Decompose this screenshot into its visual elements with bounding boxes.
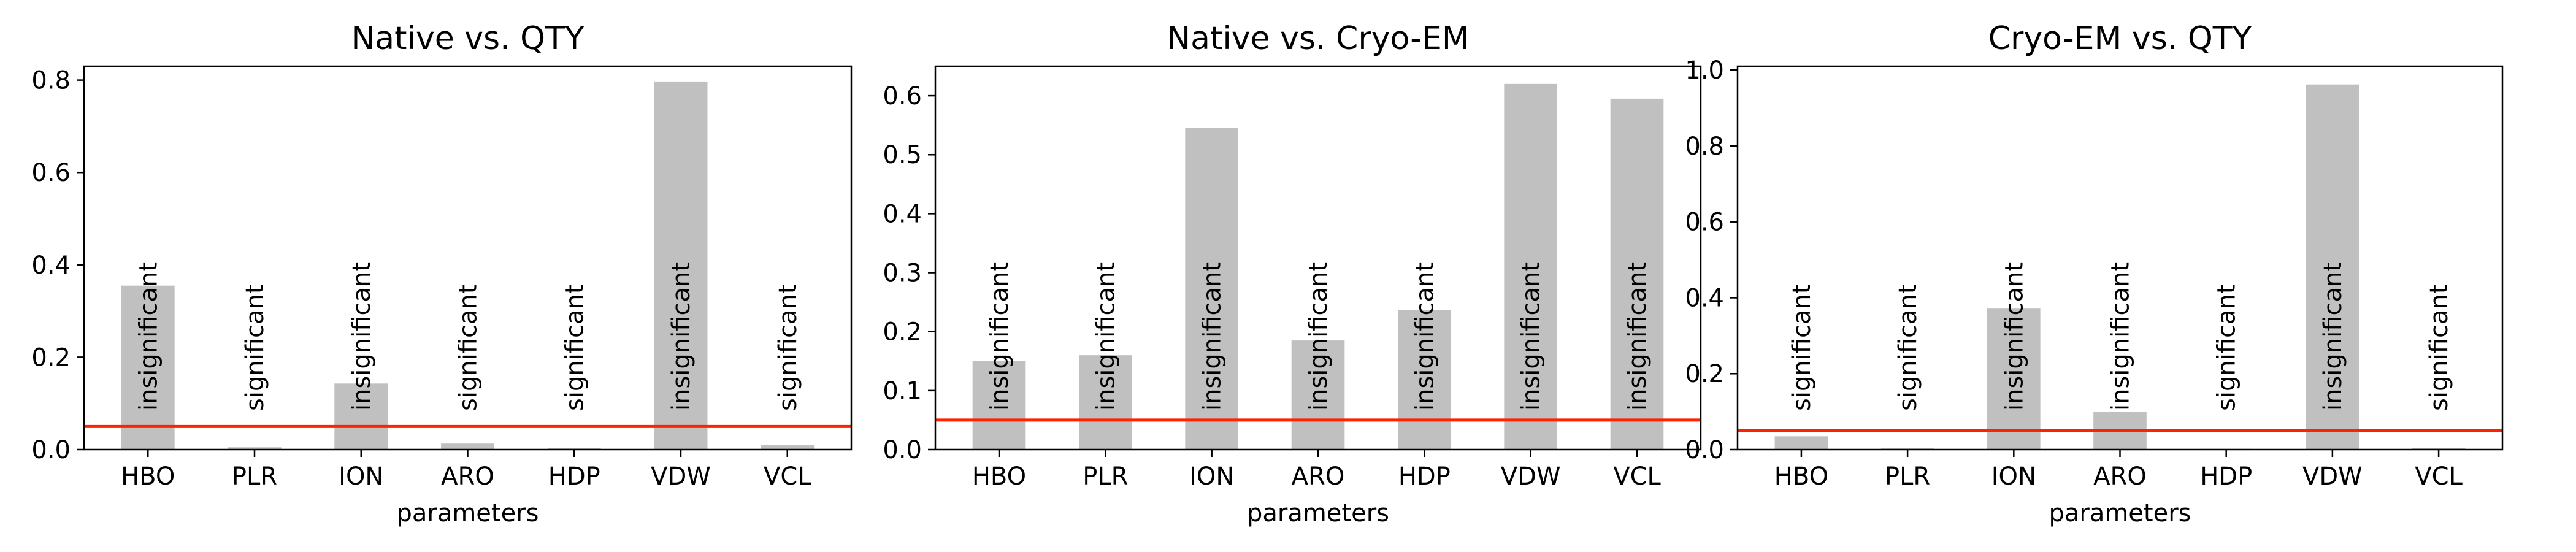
x-axis-label: parameters (396, 499, 539, 527)
chart-panel-3: significant significant insignificant insig… (1685, 20, 2504, 527)
x-tick-label: PLR (232, 462, 277, 491)
significance-label: insignificant (1198, 262, 1227, 411)
y-tick-label: 0.0 (31, 436, 71, 464)
y-tick-label: 0.6 (883, 82, 922, 110)
significance-label: significant (561, 284, 589, 411)
significance-label: insignificant (667, 262, 696, 411)
significance-label: insignificant (2000, 262, 2028, 411)
bar-hbo (972, 361, 1026, 450)
y-tick-label: 0.4 (883, 200, 922, 228)
x-tick-label: VCL (1613, 462, 1661, 491)
significance-label: insignificant (348, 262, 376, 411)
bar-hbo (1774, 436, 1828, 450)
x-tick-label: ARO (1292, 462, 1345, 491)
bar-plr (228, 447, 282, 450)
y-tick-label: 0.5 (883, 141, 922, 169)
x-tick-label: ARO (2093, 462, 2147, 491)
bar-vcl (1610, 98, 1664, 450)
y-tick-label: 0.2 (883, 318, 922, 347)
y-tick-label: 0.4 (31, 251, 71, 280)
significance-label: significant (454, 284, 483, 411)
bar-ion (1185, 128, 1238, 450)
significance-label: insignificant (2107, 262, 2135, 411)
significance-label: significant (2425, 284, 2453, 411)
x-tick-label: HBO (121, 462, 175, 491)
y-tick-label: 0.6 (1685, 209, 1724, 237)
bar-vdw (2306, 84, 2359, 450)
y-tick-label: 0.0 (883, 436, 922, 464)
significance-label: significant (2213, 284, 2241, 411)
y-tick-label: 0.4 (1685, 284, 1724, 312)
bar-aro (1291, 340, 1345, 450)
x-tick-label: VDW (2302, 462, 2363, 491)
significance-label: insignificant (1623, 262, 1652, 411)
significance-label: insignificant (1092, 262, 1120, 411)
significance-label: insignificant (986, 262, 1014, 411)
significance-label: significant (774, 284, 802, 411)
chart-panel-1: insignificant significant insignificant sig… (31, 20, 853, 527)
chart-title: Cryo-EM vs. QTY (1988, 20, 2252, 57)
x-tick-label: HBO (1774, 462, 1828, 491)
bar-vdw (654, 81, 708, 450)
x-tick-label: PLR (1083, 462, 1128, 491)
significance-label: significant (1788, 284, 1816, 411)
bar-plr (1079, 355, 1132, 450)
x-tick-label: ION (1991, 462, 2036, 491)
x-tick-label: PLR (1885, 462, 1930, 491)
x-tick-label: VDW (1501, 462, 1561, 491)
y-tick-label: 0.8 (1685, 132, 1724, 161)
y-tick-label: 0.8 (31, 67, 71, 95)
chart-panel-2: insignificant insignificant insignificant i… (883, 20, 1702, 527)
x-axis-label: parameters (1247, 499, 1389, 527)
x-tick-label: ARO (441, 462, 494, 491)
x-tick-label: HDP (548, 462, 600, 491)
y-tick-label: 0.3 (883, 259, 922, 288)
bar-ion (1987, 308, 2041, 450)
y-tick-label: 1.0 (1685, 56, 1724, 85)
significance-label: significant (1894, 284, 1922, 411)
x-tick-label: VDW (651, 462, 711, 491)
x-axis-label: parameters (2049, 499, 2191, 527)
y-tick-label: 0.0 (1685, 436, 1724, 464)
x-tick-label: VCL (764, 462, 811, 491)
bar-vcl (761, 445, 815, 450)
x-tick-label: ION (339, 462, 383, 491)
bar-hdp (1398, 310, 1451, 450)
significance-label: insignificant (134, 262, 163, 411)
y-tick-label: 0.1 (883, 377, 922, 405)
significance-label: insignificant (2319, 262, 2347, 411)
bar-aro (441, 443, 494, 450)
significance-label: insignificant (1517, 262, 1546, 411)
bar-vdw (1504, 83, 1557, 450)
x-tick-label: HDP (2200, 462, 2252, 491)
x-tick-label: HDP (1398, 462, 1451, 491)
bar-hbo (121, 285, 175, 450)
significance-label: insignificant (1411, 262, 1439, 411)
x-tick-label: VCL (2415, 462, 2463, 491)
x-tick-label: HBO (972, 462, 1026, 491)
y-tick-label: 0.2 (31, 343, 71, 372)
significance-label: significant (241, 284, 269, 411)
chart-title: Native vs. Cryo-EM (1167, 20, 1470, 57)
y-tick-label: 0.6 (31, 159, 71, 187)
x-tick-label: ION (1189, 462, 1234, 491)
chart-title: Native vs. QTY (351, 20, 585, 57)
bar-ion (334, 383, 388, 450)
significance-label: insignificant (1305, 262, 1333, 411)
y-tick-label: 0.2 (1685, 360, 1724, 388)
